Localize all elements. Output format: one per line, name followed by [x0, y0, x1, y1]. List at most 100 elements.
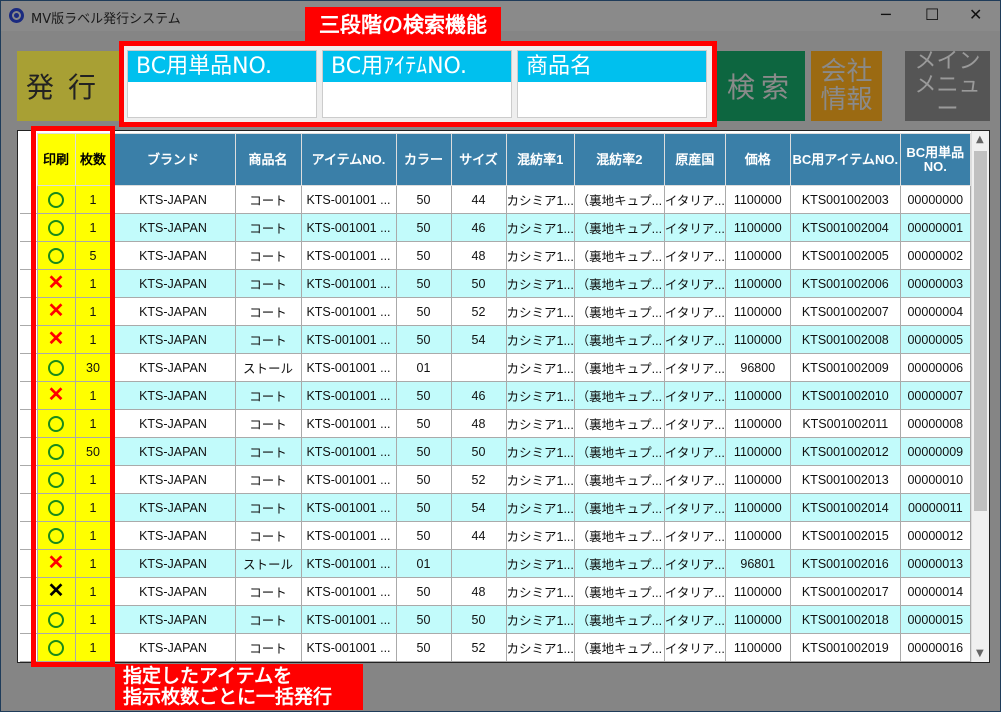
bc-item-cell[interactable]: KTS001002007 — [789, 297, 901, 326]
mix2-cell[interactable]: （裏地キュプ... — [573, 465, 665, 494]
origin-cell[interactable]: イタリア... — [663, 633, 726, 662]
name-cell[interactable]: コート — [234, 269, 302, 298]
print-flag-cell[interactable]: ○ — [36, 605, 76, 634]
main-menu-button[interactable]: メイン メニュー — [905, 50, 990, 122]
mix2-cell[interactable]: （裏地キュプ... — [573, 325, 665, 354]
color-cell[interactable]: 01 — [395, 353, 452, 382]
count-cell[interactable]: 30 — [74, 353, 112, 382]
column-header-mix-rate-1[interactable]: 混紡率1 — [505, 133, 575, 186]
origin-cell[interactable]: イタリア... — [663, 213, 726, 242]
size-cell[interactable]: 44 — [450, 521, 507, 550]
mix1-cell[interactable]: カシミア1... — [505, 269, 575, 298]
item-cell[interactable]: KTS-001001 ... — [300, 213, 397, 242]
table-row[interactable]: ✕ 1 KTS-JAPAN ストール KTS-001001 ... 01 カシミア1... （… — [20, 549, 971, 578]
bc-item-cell[interactable]: KTS001002010 — [789, 381, 901, 410]
print-flag-cell[interactable]: ✕ — [36, 577, 76, 606]
size-cell[interactable]: 50 — [450, 437, 507, 466]
brand-cell[interactable]: KTS-JAPAN — [110, 241, 236, 270]
mix2-cell[interactable]: （裏地キュプ... — [573, 409, 665, 438]
company-info-button[interactable]: 会社情報 — [811, 51, 882, 121]
close-button[interactable]: ✕ — [969, 5, 983, 24]
color-cell[interactable]: 50 — [395, 185, 452, 214]
bc-single-input[interactable] — [128, 82, 316, 117]
name-cell[interactable]: コート — [234, 577, 302, 606]
origin-cell[interactable]: イタリア... — [663, 185, 726, 214]
mix2-cell[interactable]: （裏地キュプ... — [573, 297, 665, 326]
print-flag-cell[interactable]: ✕ — [36, 297, 76, 326]
price-cell[interactable]: 1100000 — [724, 493, 791, 522]
count-cell[interactable]: 1 — [74, 633, 112, 662]
mix1-cell[interactable]: カシミア1... — [505, 185, 575, 214]
brand-cell[interactable]: KTS-JAPAN — [110, 409, 236, 438]
count-cell[interactable]: 1 — [74, 409, 112, 438]
origin-cell[interactable]: イタリア... — [663, 353, 726, 382]
color-cell[interactable]: 50 — [395, 605, 452, 634]
color-cell[interactable]: 50 — [395, 409, 452, 438]
color-cell[interactable]: 50 — [395, 577, 452, 606]
column-header-print[interactable]: 印刷 — [36, 133, 76, 186]
bc-single-cell[interactable]: 00000015 — [899, 605, 971, 634]
print-flag-cell[interactable]: ✕ — [36, 269, 76, 298]
print-flag-cell[interactable]: ○ — [36, 465, 76, 494]
origin-cell[interactable]: イタリア... — [663, 493, 726, 522]
mix1-cell[interactable]: カシミア1... — [505, 353, 575, 382]
bc-item-cell[interactable]: KTS001002005 — [789, 241, 901, 270]
bc-single-cell[interactable]: 00000004 — [899, 297, 971, 326]
price-cell[interactable]: 1100000 — [724, 437, 791, 466]
color-cell[interactable]: 50 — [395, 269, 452, 298]
brand-cell[interactable]: KTS-JAPAN — [110, 493, 236, 522]
item-cell[interactable]: KTS-001001 ... — [300, 269, 397, 298]
item-cell[interactable]: KTS-001001 ... — [300, 577, 397, 606]
brand-cell[interactable]: KTS-JAPAN — [110, 269, 236, 298]
bc-item-cell[interactable]: KTS001002012 — [789, 437, 901, 466]
item-cell[interactable]: KTS-001001 ... — [300, 381, 397, 410]
color-cell[interactable]: 50 — [395, 465, 452, 494]
print-flag-cell[interactable]: ✕ — [36, 381, 76, 410]
mix1-cell[interactable]: カシミア1... — [505, 297, 575, 326]
mix1-cell[interactable]: カシミア1... — [505, 241, 575, 270]
name-cell[interactable]: コート — [234, 213, 302, 242]
origin-cell[interactable]: イタリア... — [663, 297, 726, 326]
column-header-item-no[interactable]: アイテムNO. — [300, 133, 397, 186]
count-cell[interactable]: 1 — [74, 605, 112, 634]
origin-cell[interactable]: イタリア... — [663, 465, 726, 494]
count-cell[interactable]: 5 — [74, 241, 112, 270]
print-flag-cell[interactable]: ✕ — [36, 549, 76, 578]
search-button[interactable]: 検索 — [717, 51, 805, 121]
mix2-cell[interactable]: （裏地キュプ... — [573, 605, 665, 634]
name-cell[interactable]: ストール — [234, 353, 302, 382]
mix2-cell[interactable]: （裏地キュプ... — [573, 437, 665, 466]
column-header-bc-item-no[interactable]: BC用アイテムNO. — [789, 133, 901, 186]
item-cell[interactable]: KTS-001001 ... — [300, 605, 397, 634]
print-flag-cell[interactable]: ○ — [36, 185, 76, 214]
scrollbar-thumb[interactable] — [974, 151, 987, 511]
brand-cell[interactable]: KTS-JAPAN — [110, 605, 236, 634]
table-row[interactable]: ✕ 1 KTS-JAPAN コート KTS-001001 ... 50 48 カシミア1...… — [20, 577, 971, 606]
name-cell[interactable]: コート — [234, 633, 302, 662]
name-cell[interactable]: コート — [234, 521, 302, 550]
name-cell[interactable]: コート — [234, 605, 302, 634]
column-header-origin[interactable]: 原産国 — [663, 133, 726, 186]
mix1-cell[interactable]: カシミア1... — [505, 605, 575, 634]
brand-cell[interactable]: KTS-JAPAN — [110, 465, 236, 494]
bc-item-cell[interactable]: KTS001002014 — [789, 493, 901, 522]
bc-single-cell[interactable]: 00000006 — [899, 353, 971, 382]
column-header-brand[interactable]: ブランド — [110, 133, 236, 186]
bc-single-cell[interactable]: 00000010 — [899, 465, 971, 494]
print-flag-cell[interactable]: ○ — [36, 437, 76, 466]
mix2-cell[interactable]: （裏地キュプ... — [573, 633, 665, 662]
brand-cell[interactable]: KTS-JAPAN — [110, 325, 236, 354]
column-header-bc-single-no[interactable]: BC用単品NO. — [899, 133, 971, 186]
bc-single-cell[interactable]: 00000008 — [899, 409, 971, 438]
price-cell[interactable]: 96800 — [724, 353, 791, 382]
bc-item-cell[interactable]: KTS001002019 — [789, 633, 901, 662]
origin-cell[interactable]: イタリア... — [663, 549, 726, 578]
price-cell[interactable]: 1100000 — [724, 633, 791, 662]
mix2-cell[interactable]: （裏地キュプ... — [573, 493, 665, 522]
